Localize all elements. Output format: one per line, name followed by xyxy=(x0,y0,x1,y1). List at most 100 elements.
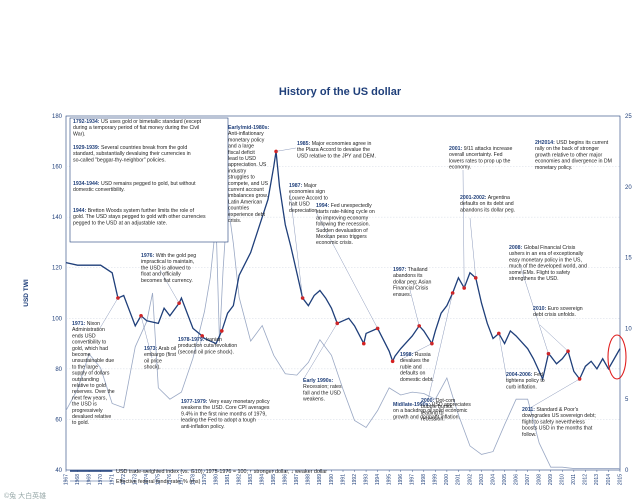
x-tick-label: 1982 xyxy=(236,474,242,485)
callout-line xyxy=(315,211,378,329)
current-rally-circle xyxy=(607,334,627,380)
x-tick-label: 1967 xyxy=(63,474,69,485)
x-tick-label: 2001 xyxy=(456,474,462,485)
usd-twi-line xyxy=(65,151,621,381)
annotation-text: 1792-1934: US uses gold or bimetallic st… xyxy=(73,119,202,137)
x-tick-label: 2012 xyxy=(583,474,589,485)
y-tick-label: 60 xyxy=(55,417,62,423)
x-tick-label: 1976 xyxy=(167,474,173,485)
x-tick-label: 1991 xyxy=(340,474,346,485)
x-tick-label: 2000 xyxy=(444,474,450,485)
x-tick-label: 1977 xyxy=(179,474,185,485)
annotation-text: 2001-2002: Argentina defaults on its debt… xyxy=(460,195,515,213)
annotation-text: 1971: Nixon Administration ends USD convert… xyxy=(72,321,115,426)
annotation-text: 2011: Standard & Poor's downgrades US sov… xyxy=(522,407,596,438)
annotation-text: Early/mid-1980s: Anti-inflationary monetar… xyxy=(228,125,270,224)
annotations: 1792-1934: US uses gold or bimetallic st… xyxy=(72,119,612,438)
y2-tick-label: 20 xyxy=(625,185,632,191)
annotation-text: 2004-2006: Fed tightens policy to curb inf… xyxy=(506,372,545,390)
annotation-text: 1976: With the gold peg impractical to ma… xyxy=(141,253,196,284)
callout-line xyxy=(276,147,297,152)
x-tick-label: 2008 xyxy=(537,474,543,485)
x-tick-label: 1990 xyxy=(329,474,335,485)
x-tick-label: 2014 xyxy=(606,474,612,485)
y-tick-label: 80 xyxy=(55,367,62,373)
legend-usd: USD trade-weighted index (vs. G10), 1975… xyxy=(116,469,327,475)
annotation-text: 1985: Major economies agree in the Plaza … xyxy=(297,141,376,159)
callout-line xyxy=(469,217,476,278)
x-tick-label: 1999 xyxy=(433,474,439,485)
annotation-text: 2010: Euro sovereign debt crisis unfolds. xyxy=(533,306,583,318)
x-tick-label: 1979 xyxy=(202,474,208,485)
callout-line xyxy=(498,333,508,381)
x-tick-label: 2010 xyxy=(560,474,566,485)
annotation-text: Mid/late-1990s: USD appreciates on a back… xyxy=(393,402,471,420)
annotation-text: 1998: Russia devalues the ruble and default… xyxy=(400,352,434,383)
y2-tick-label: 25 xyxy=(625,114,632,120)
annotation-text: Early 1990s: Recession; rates fall and the… xyxy=(303,378,342,403)
annotation-text: 1934-1944: USD remains pegged to gold, b… xyxy=(73,181,196,193)
annotation-text: 2008: Global Financial Crisis ushers in a… xyxy=(509,245,587,282)
fed-funds-rate-line xyxy=(65,200,620,469)
watermark: ©兔 大白英雄 xyxy=(4,491,46,500)
annotation-text: 1978-1979: Iranian production cuts/revolu… xyxy=(178,337,237,355)
event-markers xyxy=(116,149,582,381)
x-tick-label: 2009 xyxy=(548,474,554,485)
annotation-text: 1987: Major economies sign Louvre Accord t… xyxy=(289,183,328,214)
y-tick-label: 100 xyxy=(52,316,63,322)
event-marker xyxy=(546,351,551,356)
x-tick-label: 1994 xyxy=(375,474,381,485)
callout-line xyxy=(302,323,338,381)
x-tick-label: 2002 xyxy=(467,474,473,485)
x-tick-label: 1989 xyxy=(317,474,323,485)
annotation-text: 1973: Arab oil embargo (first oil price sho… xyxy=(144,346,177,371)
x-tick-label: 1972 xyxy=(121,474,127,485)
event-marker xyxy=(390,359,395,364)
right-axis-ticks: 0 5 10 15 20 25 xyxy=(625,114,632,474)
x-tick-label: 1974 xyxy=(144,474,150,485)
x-tick-label: 1988 xyxy=(306,474,312,485)
event-marker xyxy=(417,324,421,328)
annotation-text: 1929-1939: Several countries break from … xyxy=(73,145,191,163)
event-marker xyxy=(300,296,305,300)
x-tick-label: 1973 xyxy=(133,474,139,485)
x-tick-label: 1970 xyxy=(98,474,104,485)
annotation-text: 1977-1979: Very easy monetary policy weak… xyxy=(181,399,270,430)
x-tick-label: 1981 xyxy=(225,474,231,485)
y2-tick-label: 15 xyxy=(625,256,632,262)
x-tick-label: 1998 xyxy=(421,474,427,485)
callout-line xyxy=(529,378,580,409)
event-marker xyxy=(375,326,380,331)
x-tick-label: 2006 xyxy=(513,474,519,485)
callout-line xyxy=(539,324,569,352)
x-tick-label: 1971 xyxy=(109,474,115,485)
x-tick-label: 1993 xyxy=(363,474,369,485)
callout-line xyxy=(199,335,203,347)
event-marker xyxy=(473,276,478,280)
event-marker xyxy=(450,291,455,295)
callout-lines xyxy=(99,147,580,409)
x-tick-label: 2003 xyxy=(479,474,485,485)
legend-rate: Effective federal funds rate, % (rhs) xyxy=(116,479,201,485)
annotation-text: 1997: Thailand abandons its dollar peg; As… xyxy=(393,267,431,298)
x-tick-label: 1995 xyxy=(386,474,392,485)
y-tick-label: 180 xyxy=(52,114,63,120)
callout-line xyxy=(462,169,465,288)
y2-tick-label: 10 xyxy=(625,326,632,332)
callout-line xyxy=(427,292,453,401)
y-axis-label: USD TWI xyxy=(23,279,30,307)
x-tick-label: 1978 xyxy=(190,474,196,485)
annotation-text: 1944: Bretton Woods system further limit… xyxy=(73,208,206,226)
x-tick-label: 1985 xyxy=(271,474,277,485)
x-tick-label: 1986 xyxy=(283,474,289,485)
annotation-text: 1994: Fed unexpectedly starts rate-hiking… xyxy=(316,203,375,246)
x-tick-label: 1969 xyxy=(86,474,92,485)
x-tick-label: 2015 xyxy=(617,474,623,485)
y-tick-label: 120 xyxy=(52,266,63,272)
legend: USD trade-weighted index (vs. G10), 1975… xyxy=(70,469,327,485)
x-tick-label: 1997 xyxy=(410,474,416,485)
callout-line xyxy=(159,269,180,304)
history-box xyxy=(69,117,229,243)
callout-line xyxy=(519,264,549,354)
